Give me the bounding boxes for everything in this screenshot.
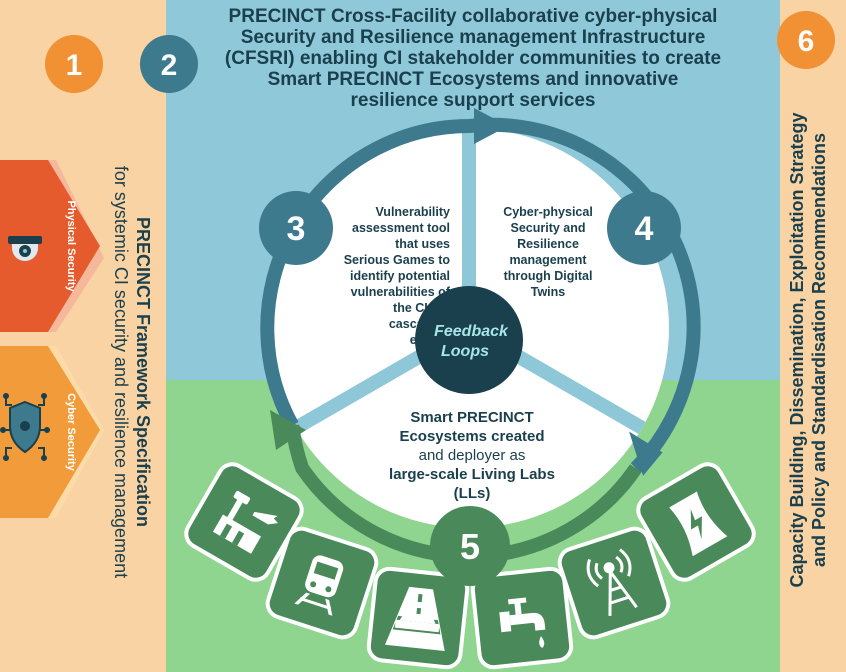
header-line-5: resilience support services [350,90,595,111]
segment-5-text: Smart PRECINCT Ecosystems created and de… [389,409,555,502]
header-line-2: Security and Resilience management Infra… [241,27,706,48]
svg-text:through Digital: through Digital [504,269,593,283]
header-line-3: (CFSRI) enabling CI stakeholder communit… [225,48,721,69]
svg-text:large-scale Living Labs: large-scale Living Labs [389,466,555,483]
arrowhead-left [270,410,306,450]
header-text: PRECINCT Cross-Facility collaborative cy… [225,6,721,111]
svg-text:that uses: that uses [395,237,450,251]
right-panel-line-2: and Policy and Standardisation Recommend… [809,133,829,567]
badge-2: 2 [140,35,198,93]
power-plant-tile [636,462,756,582]
svg-text:Smart PRECINCT: Smart PRECINCT [410,409,533,426]
svg-text:4: 4 [635,210,654,248]
water-tap-icon [499,597,546,649]
svg-text:vulnerabilities of: vulnerabilities of [351,285,451,299]
infrastructure-tiles [184,462,756,670]
svg-text:and deployer as: and deployer as [419,447,526,464]
left-panel-line-1: PRECINCT Framework Specification [133,217,153,527]
power-plant-icon [669,491,728,557]
svg-text:6: 6 [798,25,815,58]
svg-text:management: management [509,253,587,267]
physical-security-label: Physical Security [65,200,77,292]
svg-text:Cyber-physical: Cyber-physical [503,205,593,219]
badge-3: 3 [259,191,333,265]
badge-1: 1 [45,35,103,93]
segment-4-text: Cyber-physical Security and Resilience m… [503,205,593,299]
arrowhead-right [629,431,663,476]
badge-6: 6 [777,11,835,69]
water-tile [470,566,574,670]
right-panel-line-1: Capacity Building, Dissemination, Exploi… [787,112,807,587]
feedback-line-2: Loops [441,343,489,360]
train-tile [265,526,379,640]
airport-tile [184,462,304,582]
airport-icon [212,490,278,554]
cyber-security-label: Cyber Security [65,393,77,472]
telecom-tile [557,526,671,640]
feedback-line-1: Feedback [434,323,509,340]
svg-text:2: 2 [161,49,178,82]
svg-text:identify potential: identify potential [350,269,450,283]
svg-text:Twins: Twins [531,285,566,299]
svg-text:3: 3 [287,210,306,248]
svg-text:Security and: Security and [510,221,585,235]
telecom-tower-icon [586,548,638,616]
svg-text:Vulnerability: Vulnerability [375,205,450,219]
left-panel-text: PRECINCT Framework Specification for sys… [111,166,153,578]
svg-text:Ecosystems created: Ecosystems created [399,428,544,445]
svg-text:assessment tool: assessment tool [352,221,450,235]
svg-text:(LLs): (LLs) [454,485,491,502]
cyber-security-tab: Cyber Security [0,346,104,518]
arrowhead-top [474,108,508,144]
road-icon [385,586,445,651]
header-line-1: PRECINCT Cross-Facility collaborative cy… [229,6,718,27]
header-line-4: Smart PRECINCT Ecosystems and innovative [268,69,679,90]
feedback-loops-center: Feedback Loops [415,286,523,394]
right-panel-text: Capacity Building, Dissemination, Exploi… [787,112,829,587]
left-panel-line-2: for systemic CI security and resilience … [111,166,131,578]
badge-4: 4 [607,191,681,265]
svg-text:Resilience: Resilience [517,237,579,251]
security-camera-icon [8,236,42,261]
right-panel [780,0,846,672]
badge-5: 5 [430,506,510,586]
svg-text:1: 1 [66,49,83,82]
svg-text:Serious Games to: Serious Games to [344,253,451,267]
svg-text:5: 5 [460,526,480,567]
cyber-shield-icon [0,393,50,461]
spoke-top [462,128,476,328]
left-panel [0,0,166,672]
road-tile [366,566,470,670]
physical-security-tab: Physical Security [0,160,104,332]
train-icon [294,555,344,616]
